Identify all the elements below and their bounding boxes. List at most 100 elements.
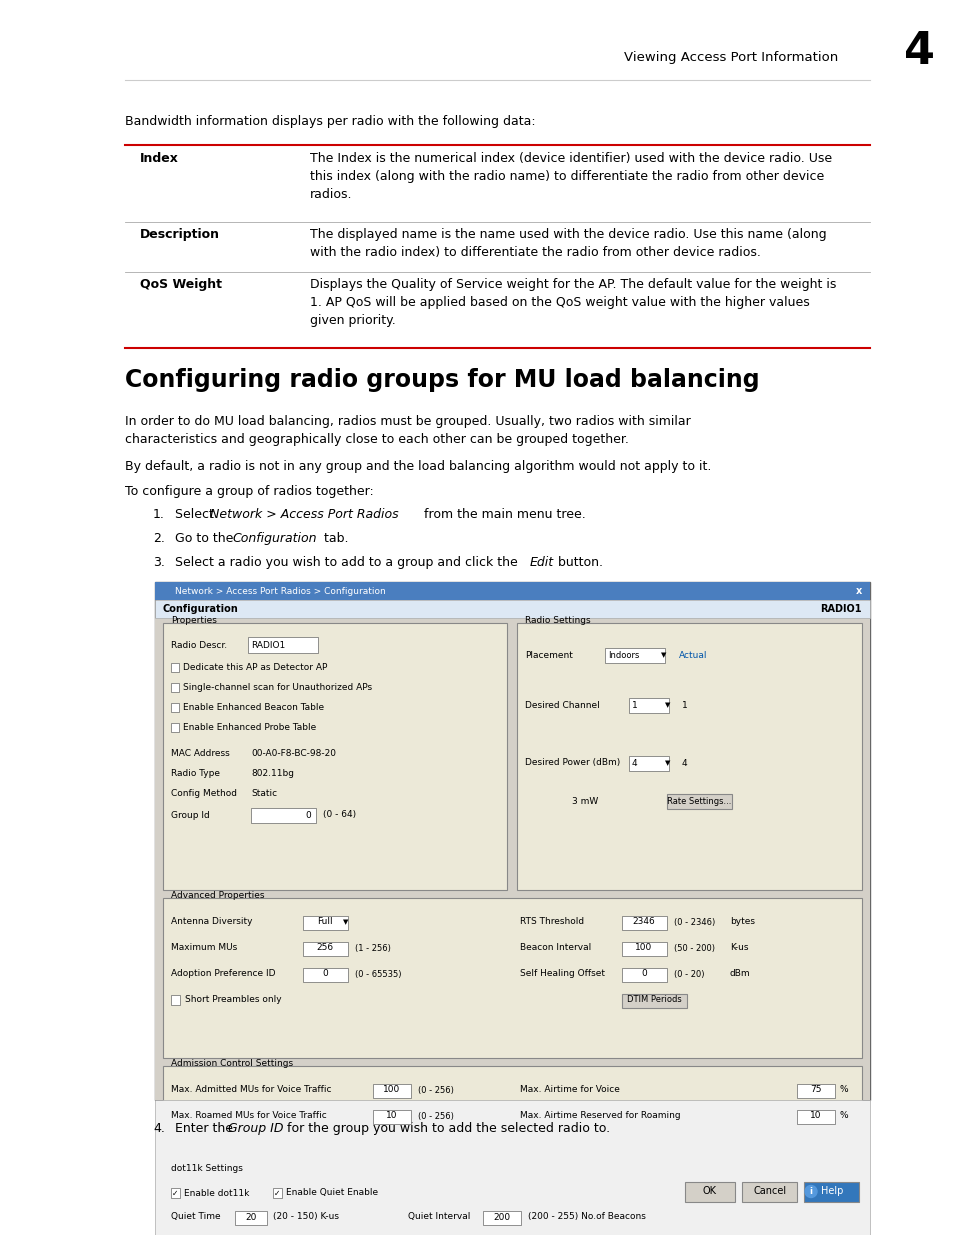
Text: Desired Power (dBm): Desired Power (dBm) bbox=[524, 758, 619, 767]
Text: 1: 1 bbox=[631, 700, 638, 709]
Bar bbox=[171, 1188, 180, 1198]
Bar bbox=[171, 663, 179, 672]
Text: Enable dot11k: Enable dot11k bbox=[184, 1188, 249, 1198]
Bar bbox=[303, 916, 348, 930]
Text: The Index is the numerical index (device identifier) used with the device radio.: The Index is the numerical index (device… bbox=[310, 152, 831, 201]
Text: ▼: ▼ bbox=[343, 919, 348, 925]
Text: Quiet Interval: Quiet Interval bbox=[408, 1213, 470, 1221]
Bar bbox=[163, 898, 862, 1058]
Bar bbox=[796, 1084, 834, 1098]
Bar bbox=[171, 683, 179, 692]
Bar bbox=[248, 637, 317, 653]
Text: Short Preambles only: Short Preambles only bbox=[185, 995, 281, 1004]
Text: x: x bbox=[855, 585, 862, 597]
Text: Group Id: Group Id bbox=[171, 810, 210, 820]
Text: Displays the Quality of Service weight for the AP. The default value for the wei: Displays the Quality of Service weight f… bbox=[310, 278, 836, 327]
Text: QoS Weight: QoS Weight bbox=[140, 278, 222, 291]
Text: i: i bbox=[809, 1187, 812, 1195]
Text: Radio Descr.: Radio Descr. bbox=[171, 641, 227, 650]
Text: 1: 1 bbox=[681, 700, 687, 709]
Text: Self Healing Offset: Self Healing Offset bbox=[519, 969, 604, 978]
Bar bbox=[303, 942, 348, 956]
Text: Max. Admitted MUs for Voice Traffic: Max. Admitted MUs for Voice Traffic bbox=[171, 1086, 331, 1094]
Text: ✓: ✓ bbox=[172, 1188, 178, 1198]
Text: ▼: ▼ bbox=[664, 760, 670, 766]
Text: Placement: Placement bbox=[524, 651, 572, 659]
Text: Max. Airtime for Voice: Max. Airtime for Voice bbox=[519, 1086, 619, 1094]
Text: Indoors: Indoors bbox=[607, 651, 639, 659]
Bar bbox=[373, 1084, 411, 1098]
Bar bbox=[796, 1110, 834, 1124]
Text: Network > Access Port Radios: Network > Access Port Radios bbox=[210, 508, 398, 521]
Text: ▼: ▼ bbox=[664, 701, 670, 708]
Text: Maximum MUs: Maximum MUs bbox=[171, 944, 237, 952]
Bar bbox=[171, 703, 179, 713]
Text: 802.11bg: 802.11bg bbox=[251, 768, 294, 778]
Text: (0 - 256): (0 - 256) bbox=[417, 1086, 454, 1094]
Text: Select: Select bbox=[174, 508, 217, 521]
Text: for the group you wish to add the selected radio to.: for the group you wish to add the select… bbox=[283, 1123, 610, 1135]
Text: Quiet Time: Quiet Time bbox=[171, 1213, 220, 1221]
Text: 100: 100 bbox=[383, 1086, 400, 1094]
Bar bbox=[684, 1182, 734, 1202]
Text: 4.: 4. bbox=[152, 1123, 165, 1135]
Text: 10: 10 bbox=[809, 1112, 821, 1120]
Text: 0: 0 bbox=[640, 969, 646, 978]
Bar bbox=[273, 1188, 282, 1198]
Text: Select a radio you wish to add to a group and click the: Select a radio you wish to add to a grou… bbox=[174, 556, 521, 569]
Text: Antenna Diversity: Antenna Diversity bbox=[171, 918, 253, 926]
Bar bbox=[628, 698, 668, 713]
Text: 1.: 1. bbox=[152, 508, 165, 521]
Text: (50 - 200): (50 - 200) bbox=[673, 944, 714, 952]
Text: The displayed name is the name used with the device radio. Use this name (along
: The displayed name is the name used with… bbox=[310, 228, 825, 259]
Text: Dedicate this AP as Detector AP: Dedicate this AP as Detector AP bbox=[183, 662, 327, 672]
Text: Edit: Edit bbox=[530, 556, 554, 569]
Bar bbox=[154, 618, 869, 1100]
Bar bbox=[741, 1182, 796, 1202]
Text: (0 - 65535): (0 - 65535) bbox=[355, 969, 401, 978]
Text: Configuration: Configuration bbox=[163, 604, 238, 614]
Bar bbox=[154, 582, 869, 600]
Bar bbox=[482, 1212, 520, 1225]
Bar bbox=[303, 968, 348, 982]
Text: bytes: bytes bbox=[729, 918, 754, 926]
Text: dot11k Settings: dot11k Settings bbox=[171, 1165, 243, 1173]
Text: Beacon Interval: Beacon Interval bbox=[519, 944, 591, 952]
Text: (20 - 150) K-us: (20 - 150) K-us bbox=[273, 1213, 338, 1221]
Text: 00-A0-F8-BC-98-20: 00-A0-F8-BC-98-20 bbox=[251, 748, 335, 757]
Text: Max. Airtime Reserved for Roaming: Max. Airtime Reserved for Roaming bbox=[519, 1112, 679, 1120]
Text: Cancel: Cancel bbox=[753, 1187, 785, 1197]
Bar bbox=[803, 1182, 858, 1202]
Text: 4: 4 bbox=[903, 31, 935, 74]
Text: %: % bbox=[840, 1112, 848, 1120]
Text: Enter the: Enter the bbox=[174, 1123, 236, 1135]
Text: 0: 0 bbox=[305, 810, 311, 820]
Text: Radio Type: Radio Type bbox=[171, 768, 220, 778]
Text: Admission Control Settings: Admission Control Settings bbox=[171, 1058, 293, 1068]
Bar bbox=[154, 582, 869, 1100]
Text: Advanced Properties: Advanced Properties bbox=[171, 890, 264, 900]
Bar bbox=[171, 995, 180, 1005]
Text: MAC Address: MAC Address bbox=[171, 748, 230, 757]
Text: Adoption Preference ID: Adoption Preference ID bbox=[171, 969, 275, 978]
Text: 10: 10 bbox=[386, 1112, 397, 1120]
Text: Static: Static bbox=[251, 788, 276, 798]
Text: (200 - 255) No.of Beacons: (200 - 255) No.of Beacons bbox=[527, 1213, 645, 1221]
Text: Single-channel scan for Unauthorized APs: Single-channel scan for Unauthorized APs bbox=[183, 683, 372, 692]
Text: K-us: K-us bbox=[729, 944, 748, 952]
Text: Desired Channel: Desired Channel bbox=[524, 700, 599, 709]
Text: 200: 200 bbox=[493, 1213, 510, 1221]
Text: 100: 100 bbox=[635, 944, 652, 952]
Text: 2346: 2346 bbox=[632, 918, 655, 926]
Text: Properties: Properties bbox=[171, 616, 216, 625]
Text: DTIM Periods: DTIM Periods bbox=[626, 995, 680, 1004]
Bar bbox=[621, 942, 666, 956]
Text: OK: OK bbox=[702, 1187, 717, 1197]
Text: Viewing Access Port Information: Viewing Access Port Information bbox=[623, 52, 837, 64]
Text: Config Method: Config Method bbox=[171, 788, 236, 798]
Text: from the main menu tree.: from the main menu tree. bbox=[419, 508, 585, 521]
Text: RADIO1: RADIO1 bbox=[820, 604, 862, 614]
Text: Network > Access Port Radios > Configuration: Network > Access Port Radios > Configura… bbox=[174, 587, 385, 595]
Text: Rate Settings...: Rate Settings... bbox=[666, 797, 730, 805]
Bar bbox=[621, 994, 686, 1008]
